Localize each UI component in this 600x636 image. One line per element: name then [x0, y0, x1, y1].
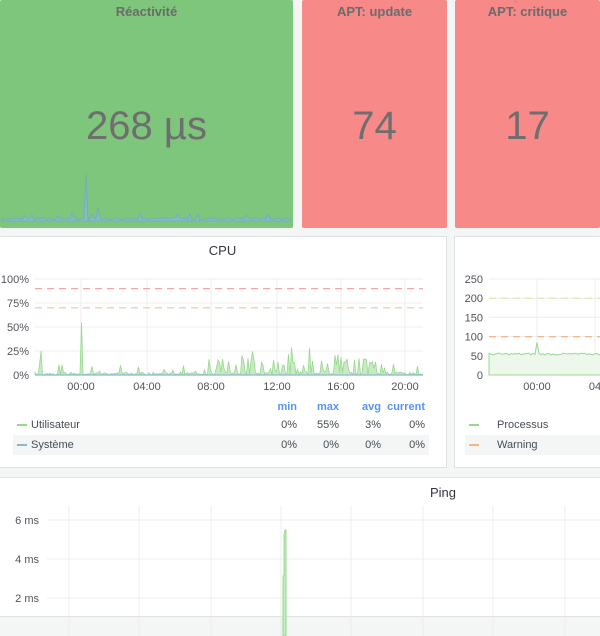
x-tick-label: 16:00 — [327, 381, 355, 393]
series-name[interactable]: Utilisateur — [31, 419, 80, 431]
x-tick-label: 04:00 — [133, 381, 161, 393]
cpu-panel[interactable]: CPU 100% 75% 50% 25% 0% 00:00 04:00 08:00 12:00… — [0, 236, 447, 468]
stat-value: 17 — [505, 104, 550, 148]
x-tick-label: 04 — [589, 381, 600, 393]
y-tick-label: 100 — [465, 332, 483, 344]
legend-row-utilisateur[interactable]: Utilisateur 0% 55% 3% 0% — [13, 415, 429, 435]
y-tick-label: 2 ms — [15, 593, 39, 605]
panel-title: Ping — [429, 485, 457, 500]
y-tick-label: 0 — [477, 370, 483, 382]
series-utilisateur-area — [34, 322, 424, 377]
ping-panel[interactable]: Ping 6 ms 4 ms 2 ms — [0, 477, 600, 636]
stat-panel-apt-critique[interactable]: APT: critique 17 — [455, 0, 600, 228]
stat-value: 268 µs — [86, 104, 207, 148]
x-tick-label: 00:00 — [67, 381, 95, 393]
x-tick-label: 08:00 — [197, 381, 225, 393]
processes-graph[interactable]: 250 200 150 100 50 0 00:00 04 — [455, 267, 600, 427]
stat-title: APT: critique — [487, 4, 568, 19]
series-ping-spike — [282, 529, 287, 636]
y-tick-label: 0% — [13, 370, 29, 382]
value-avg: 0% — [365, 439, 381, 451]
y-tick-label: 200 — [465, 293, 483, 305]
series-swatch — [469, 424, 479, 426]
processes-panel[interactable]: 250 200 150 100 50 0 00:00 04 Processus Warnin… — [454, 236, 600, 468]
series-name[interactable]: Processus — [497, 419, 549, 431]
cpu-legend: min max avg current Utilisateur 0% 55% 3… — [13, 401, 429, 461]
stat-panel-apt-update[interactable]: APT: update 74 — [302, 0, 447, 228]
stat-value: 74 — [352, 104, 397, 148]
value-avg: 3% — [365, 419, 381, 431]
series-name[interactable]: Système — [31, 439, 74, 451]
x-tick-label: 00:00 — [523, 381, 551, 393]
value-min: 0% — [281, 419, 297, 431]
legend-header-current[interactable]: current — [387, 401, 425, 413]
stat-title: Réactivité — [115, 4, 178, 19]
value-current: 0% — [409, 439, 425, 451]
series-swatch — [469, 444, 479, 446]
legend-header-min[interactable]: min — [277, 401, 297, 413]
y-tick-label: 25% — [7, 346, 29, 358]
y-tick-label: 250 — [465, 274, 483, 286]
series-processus-area — [488, 342, 600, 376]
value-max: 55% — [316, 419, 339, 431]
y-tick-label: 4 ms — [15, 554, 39, 566]
value-min: 0% — [281, 439, 297, 451]
cpu-graph[interactable]: 100% 75% 50% 25% 0% 00:00 04:00 08:00 12:00 16:0… — [0, 267, 448, 427]
y-tick-label: 50% — [7, 322, 29, 334]
stat-title: APT: update — [336, 4, 413, 19]
value-current: 0% — [409, 419, 425, 431]
y-tick-label: 50 — [471, 351, 483, 363]
stat-sparkline — [1, 172, 291, 222]
legend-header-avg[interactable]: avg — [362, 401, 381, 413]
legend-row-systeme[interactable]: Système 0% 0% 0% 0% — [13, 435, 429, 455]
y-tick-label: 150 — [465, 312, 483, 324]
y-tick-label: 75% — [7, 298, 29, 310]
legend-row-processus[interactable]: Processus — [465, 415, 600, 435]
series-swatch — [17, 444, 27, 446]
stat-panel-reactivite[interactable]: Réactivité 268 µs — [0, 0, 293, 228]
legend-header-max[interactable]: max — [316, 401, 339, 413]
x-tick-label: 12:00 — [263, 381, 291, 393]
y-tick-label: 6 ms — [15, 515, 39, 527]
series-swatch — [17, 424, 27, 426]
value-max: 0% — [323, 439, 339, 451]
processes-legend: Processus Warning — [465, 415, 600, 459]
y-tick-label: 100% — [1, 274, 29, 286]
legend-row-warning[interactable]: Warning — [465, 435, 600, 455]
sparkline-area — [1, 172, 291, 222]
x-tick-label: 20:00 — [391, 381, 419, 393]
ping-graph[interactable]: 6 ms 4 ms 2 ms — [0, 506, 600, 636]
series-name[interactable]: Warning — [497, 439, 538, 451]
panel-title: CPU — [208, 243, 237, 258]
